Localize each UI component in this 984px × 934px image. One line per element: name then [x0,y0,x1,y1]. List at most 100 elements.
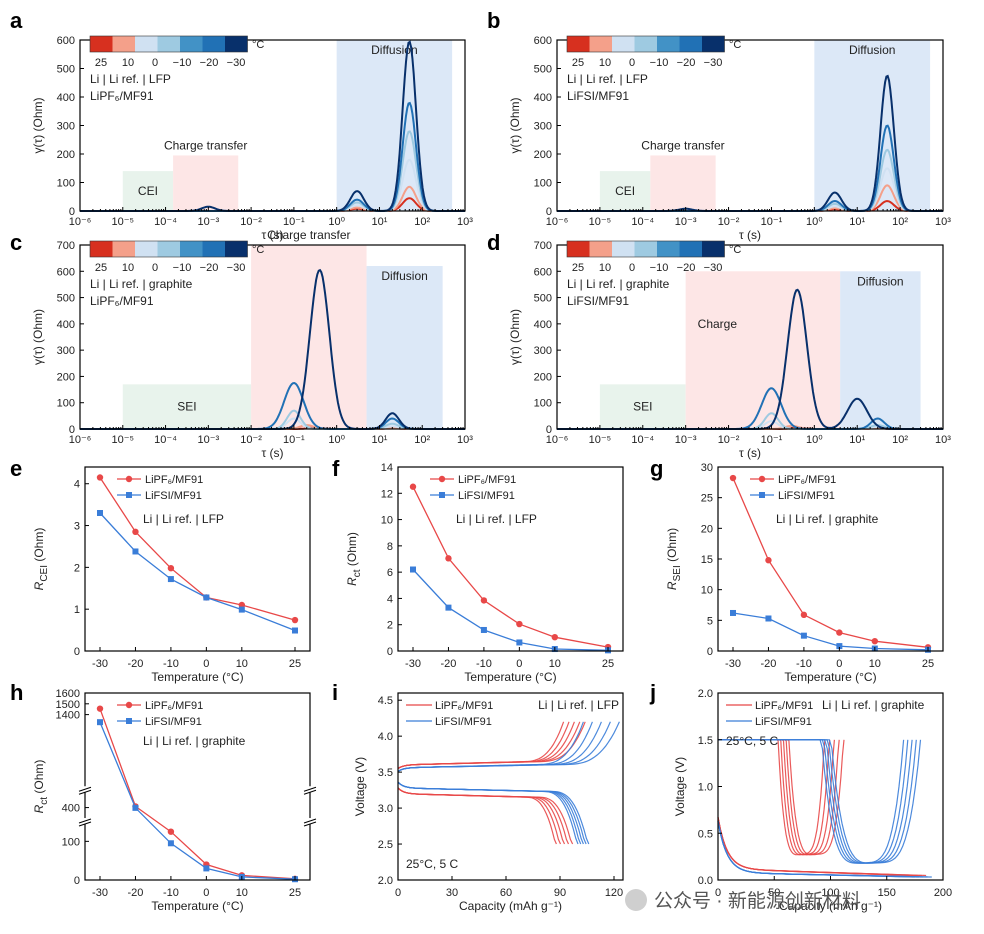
colorbar-frame [89,240,248,258]
y-tick-label: 2.0 [378,875,393,887]
axes-frame [84,466,311,652]
x-tick-label: 10³ [457,434,473,446]
colorbar-tick: 25 [95,57,107,69]
colorbar-swatch [702,36,725,52]
y-label-main: R [32,804,46,813]
y-tick-label: 3.5 [378,767,393,779]
y-tick-label: 0 [546,206,552,218]
colorbar-swatch [180,36,203,52]
x-tick-label: 25 [289,658,301,670]
y-tick-label: 700 [57,240,75,252]
x-tick-label: 25 [289,887,301,899]
y-tick-label: 1.0 [698,782,713,794]
cell-info: Li | Li ref. | LFP [567,72,648,86]
legend-label: LiFSI/MF91 [458,490,515,502]
colorbar-tick: −10 [650,57,669,69]
cell-note: Li | Li ref. | graphite [822,698,925,712]
y-axis-label: γ(τ) (Ohm) [508,97,522,153]
colorbar-swatch [679,36,702,52]
colorbar-swatch [657,36,680,52]
y-tick-label: 0 [74,875,80,887]
series-line-1 [412,569,609,651]
x-tick-label: 0 [203,658,209,670]
colorbar-swatch [112,241,135,257]
x-tick-label: 60 [500,887,512,899]
region-diffusion [366,266,443,429]
charge-curve [718,739,922,864]
legend-label: LiFSI/MF91 [778,490,835,502]
data-point [445,555,452,562]
x-tick-label: 10⁻¹ [283,434,305,446]
charge-curve [397,721,586,770]
x-axis-label: τ (s) [261,446,283,460]
data-point [238,606,245,613]
y-axis-label: γ(τ) (Ohm) [31,97,45,153]
discharge-curve [717,817,910,877]
colorbar-swatch [157,36,180,52]
x-tick-label: 10³ [457,216,473,228]
cell-info: LiPF₆/MF91 [90,294,154,308]
region-charge-transfer [173,155,239,211]
colorbar-swatch [202,241,225,257]
colorbar-swatch [135,241,158,257]
x-tick-label: 100 [821,887,839,899]
data-point [836,629,843,636]
x-tick-label: 10¹ [371,216,387,228]
y-tick-label: 4.0 [378,731,393,743]
cell-info: LiFSI/MF91 [567,89,629,103]
colorbar-swatch [90,241,113,257]
legend-label: LiPF₆/MF91 [145,474,203,486]
y-tick-label: 500 [57,64,75,76]
panel-label: h [10,680,23,705]
y-tick-label: 100 [534,398,552,410]
x-axis-label: Capacity (mAh g⁻¹) [459,899,562,913]
y-tick-label: 100 [534,178,552,190]
axes-frame [556,244,944,430]
colorbar-swatch [157,241,180,257]
legend-marker [126,492,132,498]
y-tick-label: 400 [57,319,75,331]
x-tick-label: 10⁻² [240,216,262,228]
x-tick-label: 10⁻⁴ [154,216,177,228]
legend-label: LiPF₆/MF91 [145,700,203,712]
x-tick-label: 10 [236,887,248,899]
data-point [445,604,452,611]
y-axis-label: RCEI (Ohm) [32,528,50,591]
region-label: Charge [698,317,738,331]
x-axis-label: Capacity (mAh g⁻¹) [779,899,882,913]
charge-curve [718,739,835,856]
test-condition: 25°C, 5 C [406,857,458,871]
axes-frame [79,244,466,430]
cell-note: Li | Li ref. | LFP [456,512,537,526]
data-point [480,626,487,633]
y-tick-label: 2 [74,562,80,574]
legend-label: LiPF₆/MF91 [755,700,813,712]
x-tick-label: 10² [892,434,908,446]
y-tick-label: 300 [57,345,75,357]
region-cei [122,171,174,211]
x-tick-label: -10 [796,658,812,670]
data-point [410,566,416,573]
x-axis-label: Temperature (°C) [464,670,556,684]
data-point [167,565,175,572]
colorbar-frame [566,35,725,53]
y-tick-label: 600 [534,35,552,47]
y-tick-label: 300 [534,345,552,357]
colorbar-swatch [180,241,203,257]
y-label-unit: (Ohm) [345,532,359,569]
colorbar-swatch [567,241,590,257]
region-label: SEI [633,400,652,414]
legend-marker [126,718,132,724]
x-tick-label: 25 [602,658,614,670]
colorbar-swatch [702,241,725,257]
y-label-main: R [665,581,679,590]
colorbar-tick: 25 [572,57,584,69]
x-tick-label: -30 [725,658,741,670]
y-tick-label: 500 [534,293,552,305]
x-tick-label: 10² [414,434,430,446]
x-tick-label: 10 [236,658,248,670]
region-label: Charge transfer [641,138,724,152]
x-tick-label: 10⁻¹ [761,434,783,446]
legend-label: LiFSI/MF91 [145,490,202,502]
